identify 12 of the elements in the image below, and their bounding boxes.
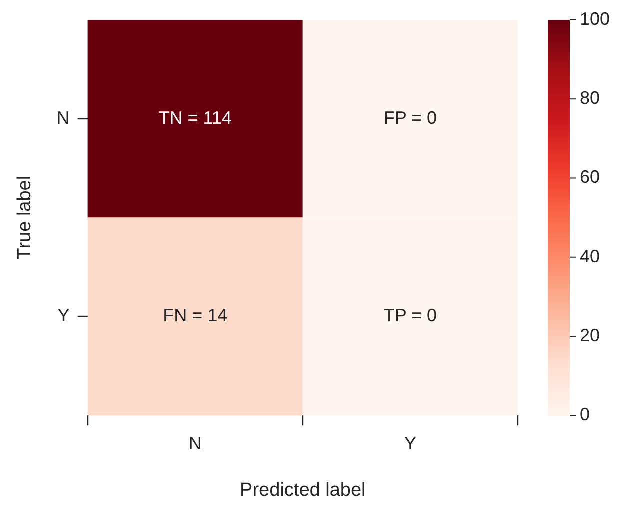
- color-bar-label: 60: [580, 167, 600, 188]
- data-label: TN = 114: [158, 108, 232, 128]
- color-bar-label: 20: [580, 325, 600, 346]
- color-bar-label: 100: [580, 8, 610, 29]
- color-bar-label: 40: [580, 246, 600, 266]
- data-label: TP = 0: [384, 306, 438, 326]
- color-bar-label: 0: [580, 404, 590, 425]
- color-bar-label: 80: [580, 88, 600, 108]
- data-label: FP = 0: [384, 108, 438, 128]
- data-label: FN = 14: [163, 306, 228, 326]
- x-axis-title: Predicted label: [240, 480, 366, 501]
- y-axis-title: True label: [14, 176, 36, 260]
